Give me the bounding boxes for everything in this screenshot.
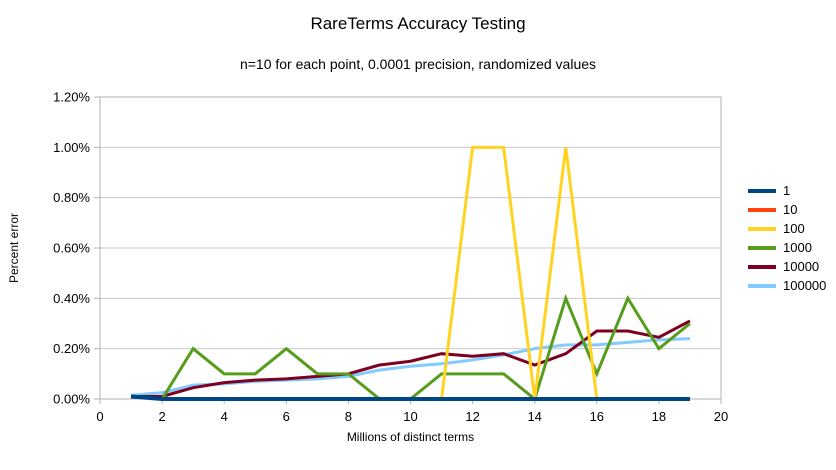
- legend-item-100000: 100000: [748, 276, 826, 295]
- legend-item-1000: 1000: [748, 238, 826, 257]
- x-tick-label: 20: [714, 409, 728, 424]
- x-tick-label: 16: [590, 409, 604, 424]
- legend-swatch-100000: [748, 283, 776, 288]
- x-tick-label: 12: [465, 409, 479, 424]
- x-tick-label: 8: [345, 409, 352, 424]
- x-tick-label: 2: [158, 409, 165, 424]
- legend-label: 10: [783, 202, 798, 217]
- legend-label: 100: [783, 221, 805, 236]
- y-tick-label: 0.40%: [53, 291, 90, 306]
- x-tick-label: 18: [652, 409, 666, 424]
- legend: 1 10 100 1000 10000 100000: [748, 181, 826, 295]
- legend-item-100: 100: [748, 219, 826, 238]
- legend-swatch-100: [748, 226, 776, 231]
- legend-label: 1000: [783, 240, 812, 255]
- series-line-1: [130, 394, 690, 401]
- legend-label: 100000: [783, 278, 827, 293]
- series-line-10000: [131, 319, 691, 398]
- legend-item-10: 10: [748, 200, 826, 219]
- y-tick-label: 0.20%: [53, 341, 90, 356]
- x-tick-label: 6: [283, 409, 290, 424]
- legend-label: 1: [783, 183, 791, 198]
- x-tick-label: 0: [96, 409, 103, 424]
- legend-label: 10000: [783, 259, 820, 274]
- x-tick-label: 14: [527, 409, 541, 424]
- legend-swatch-1000: [748, 245, 776, 250]
- legend-swatch-1: [748, 188, 776, 193]
- y-tick-label: 0.00%: [53, 392, 90, 407]
- y-tick-label: 1.20%: [53, 90, 90, 105]
- legend-item-10000: 10000: [748, 257, 826, 276]
- chart-subtitle: n=10 for each point, 0.0001 precision, r…: [239, 56, 597, 72]
- legend-swatch-10: [748, 207, 776, 212]
- legend-item-1: 1: [748, 181, 826, 200]
- x-tick-label: 10: [403, 409, 417, 424]
- y-tick-label: 0.60%: [53, 241, 90, 256]
- legend-swatch-10000: [748, 264, 776, 269]
- x-axis-title: Millions of distinct terms: [346, 430, 475, 444]
- y-tick-label: 1.00%: [53, 140, 90, 155]
- x-tick-label: 4: [221, 409, 228, 424]
- y-tick-label: 0.80%: [53, 190, 90, 205]
- chart-title: RareTerms Accuracy Testing: [310, 14, 526, 33]
